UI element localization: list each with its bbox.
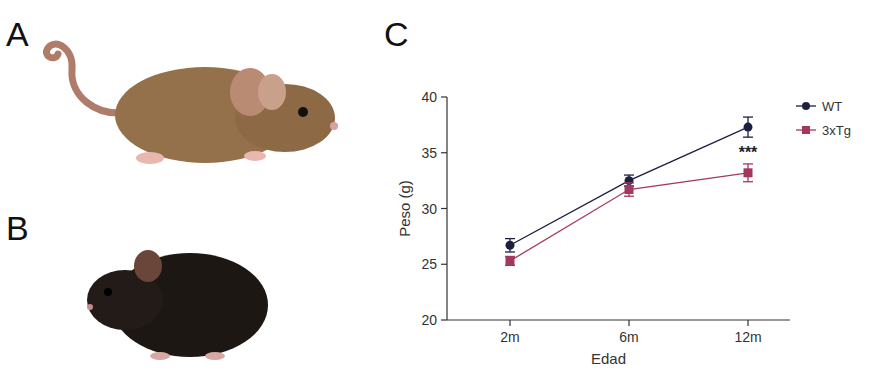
x-tick xyxy=(747,320,748,326)
y-tick-label: 30 xyxy=(421,201,437,217)
nose xyxy=(87,304,93,310)
y-tick xyxy=(441,264,447,265)
error-bar xyxy=(505,239,515,252)
eye xyxy=(298,107,308,117)
point xyxy=(625,185,634,194)
panel-label: B xyxy=(6,209,29,247)
legend: WT 3xTg xyxy=(796,99,851,138)
series-line xyxy=(510,127,748,245)
foot xyxy=(205,352,225,360)
figure: A B C 20 25 30 35 40 2m 6m 12m Edad Peso (g) *** WT 3xT… xyxy=(0,0,870,376)
x-tick-label: 6m xyxy=(619,329,638,345)
eye xyxy=(104,288,112,296)
y-tick xyxy=(441,96,447,97)
y-tick-label: 40 xyxy=(421,89,437,105)
mouse-photo-a xyxy=(46,44,338,164)
legend-marker xyxy=(802,126,810,134)
foot xyxy=(244,151,266,161)
annotation: *** xyxy=(739,144,758,161)
y-tick xyxy=(441,319,447,320)
error-bar xyxy=(505,256,515,265)
error-bar xyxy=(743,164,753,182)
legend-label: WT xyxy=(822,99,842,114)
tail xyxy=(46,44,130,113)
x-tick-label: 12m xyxy=(734,329,761,345)
legend-label: 3xTg xyxy=(822,123,851,138)
point xyxy=(744,123,753,132)
y-tick-label: 25 xyxy=(421,256,437,272)
foot xyxy=(150,352,170,360)
x-axis-label: Edad xyxy=(591,350,626,367)
y-tick xyxy=(441,208,447,209)
nose xyxy=(330,122,338,130)
point xyxy=(506,256,515,265)
x-axis xyxy=(447,319,790,320)
x-tick-label: 2m xyxy=(500,329,519,345)
panel-label: A xyxy=(6,15,29,53)
mouse-photo-b xyxy=(87,250,268,360)
y-tick-label: 35 xyxy=(421,145,437,161)
panel-label: C xyxy=(384,15,409,53)
point xyxy=(744,168,753,177)
point xyxy=(506,241,515,250)
y-tick-label: 20 xyxy=(421,312,437,328)
x-tick xyxy=(509,320,510,326)
plot-marks xyxy=(505,117,753,265)
foot xyxy=(136,152,164,164)
legend-marker xyxy=(802,102,810,110)
x-tick xyxy=(628,320,629,326)
series-line xyxy=(510,173,748,261)
y-tick xyxy=(441,152,447,153)
y-axis-label: Peso (g) xyxy=(396,180,413,237)
error-bar xyxy=(743,117,753,137)
error-bar xyxy=(624,183,634,196)
ear xyxy=(134,250,162,282)
ear xyxy=(258,74,286,110)
